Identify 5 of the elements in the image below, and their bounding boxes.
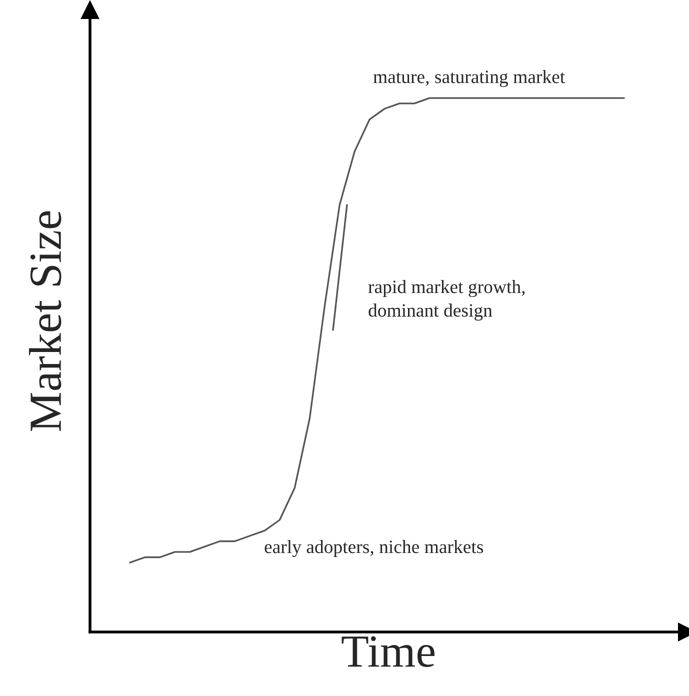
x-axis-title: Time [342,636,434,668]
text: mature, saturating market [373,70,566,88]
annotation: early adopters, niche markets [264,540,484,558]
annotation: rapid market growth, dominant design [368,280,525,321]
y-axis-title: Market Size [28,211,62,432]
